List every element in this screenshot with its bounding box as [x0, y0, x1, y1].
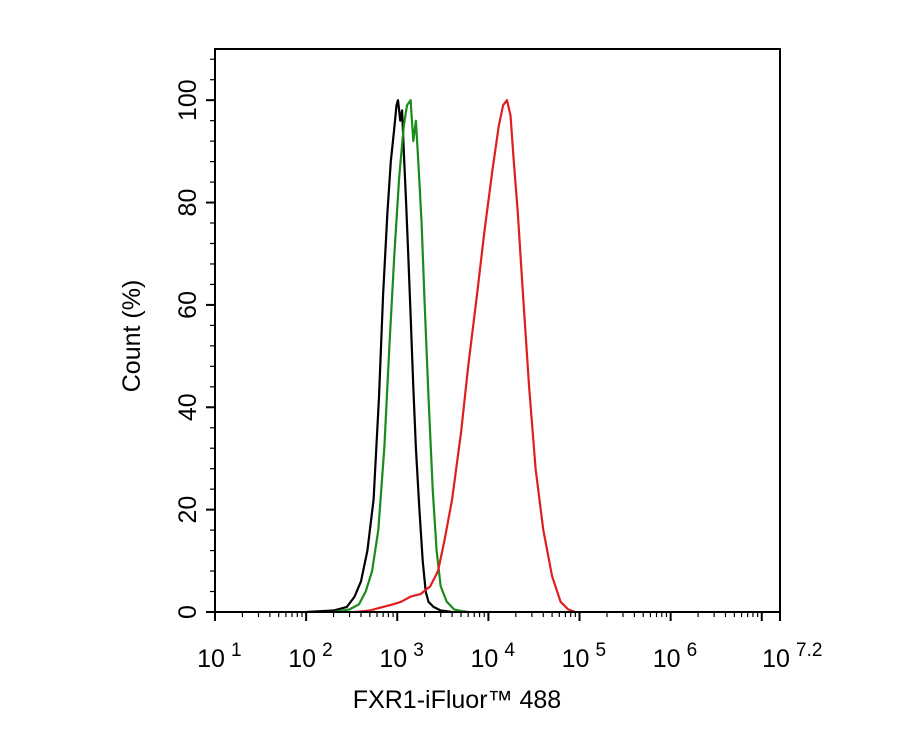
x-tick-label: 10: [379, 645, 407, 673]
y-axis-title: Count (%): [118, 280, 146, 393]
y-tick-labels: 0 20 40 60 80 100: [174, 79, 202, 619]
plot-frame: [214, 48, 781, 613]
y-tick-label: 60: [174, 291, 202, 319]
x-tick-label: 10: [470, 645, 498, 673]
series-line-2: [333, 99, 469, 614]
y-major-ticks: [206, 99, 215, 613]
x-tick-exponent: 7.2: [796, 640, 822, 661]
series-layer: [306, 99, 576, 614]
y-tick-label: 100: [174, 79, 202, 121]
x-tick-label: 10: [197, 645, 225, 673]
x-tick-exponent: 1: [231, 640, 242, 661]
x-tick-label: 10: [288, 645, 316, 673]
x-tick-label: 10: [653, 645, 681, 673]
y-tick-label: 80: [174, 189, 202, 217]
y-tick-label: 20: [174, 496, 202, 524]
y-tick-label: 0: [174, 605, 202, 619]
series-line-3: [355, 99, 576, 614]
series-line-1: [306, 99, 453, 614]
y-tick-label: 40: [174, 393, 202, 421]
x-tick-exponent: 4: [504, 640, 515, 661]
x-ticks: [214, 612, 781, 621]
x-tick-exponent: 3: [413, 640, 424, 661]
x-tick-label: 10: [562, 645, 590, 673]
x-tick-exponent: 5: [596, 640, 607, 661]
x-axis-title: FXR1-iFluor™ 488: [353, 686, 561, 714]
x-tick-labels: 10 1 10 2 10 3 10 4 10 5 10 6 10 7.2: [197, 640, 822, 673]
x-tick-label: 10: [762, 645, 790, 673]
x-tick-exponent: 2: [322, 640, 333, 661]
x-tick-exponent: 6: [687, 640, 698, 661]
